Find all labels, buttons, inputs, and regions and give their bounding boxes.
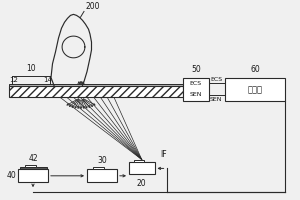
Bar bbox=[9, 86, 183, 97]
Text: 12: 12 bbox=[9, 77, 18, 83]
Text: 控制器: 控制器 bbox=[248, 85, 262, 94]
Text: ECS: ECS bbox=[210, 77, 222, 82]
Text: 42: 42 bbox=[28, 154, 38, 163]
Text: SEN: SEN bbox=[210, 97, 223, 102]
Text: ECS: ECS bbox=[190, 81, 202, 86]
Bar bbox=[18, 169, 48, 182]
Bar bbox=[87, 169, 117, 182]
Bar bbox=[26, 165, 36, 167]
Text: 10: 10 bbox=[26, 64, 36, 73]
Bar bbox=[129, 162, 154, 174]
Bar bbox=[225, 78, 285, 101]
Text: 20: 20 bbox=[137, 179, 147, 188]
Text: 200: 200 bbox=[85, 2, 100, 11]
Text: 40: 40 bbox=[7, 171, 16, 180]
Text: SEN: SEN bbox=[190, 92, 202, 97]
Text: 60: 60 bbox=[250, 65, 260, 74]
Text: 14: 14 bbox=[44, 77, 52, 83]
Bar bbox=[93, 167, 104, 169]
Text: 50: 50 bbox=[191, 65, 201, 74]
Bar bbox=[9, 84, 183, 86]
Bar bbox=[134, 160, 144, 162]
Text: IF: IF bbox=[160, 150, 167, 159]
Text: 30: 30 bbox=[97, 156, 107, 165]
Bar bbox=[183, 78, 208, 101]
Bar bbox=[20, 167, 46, 169]
